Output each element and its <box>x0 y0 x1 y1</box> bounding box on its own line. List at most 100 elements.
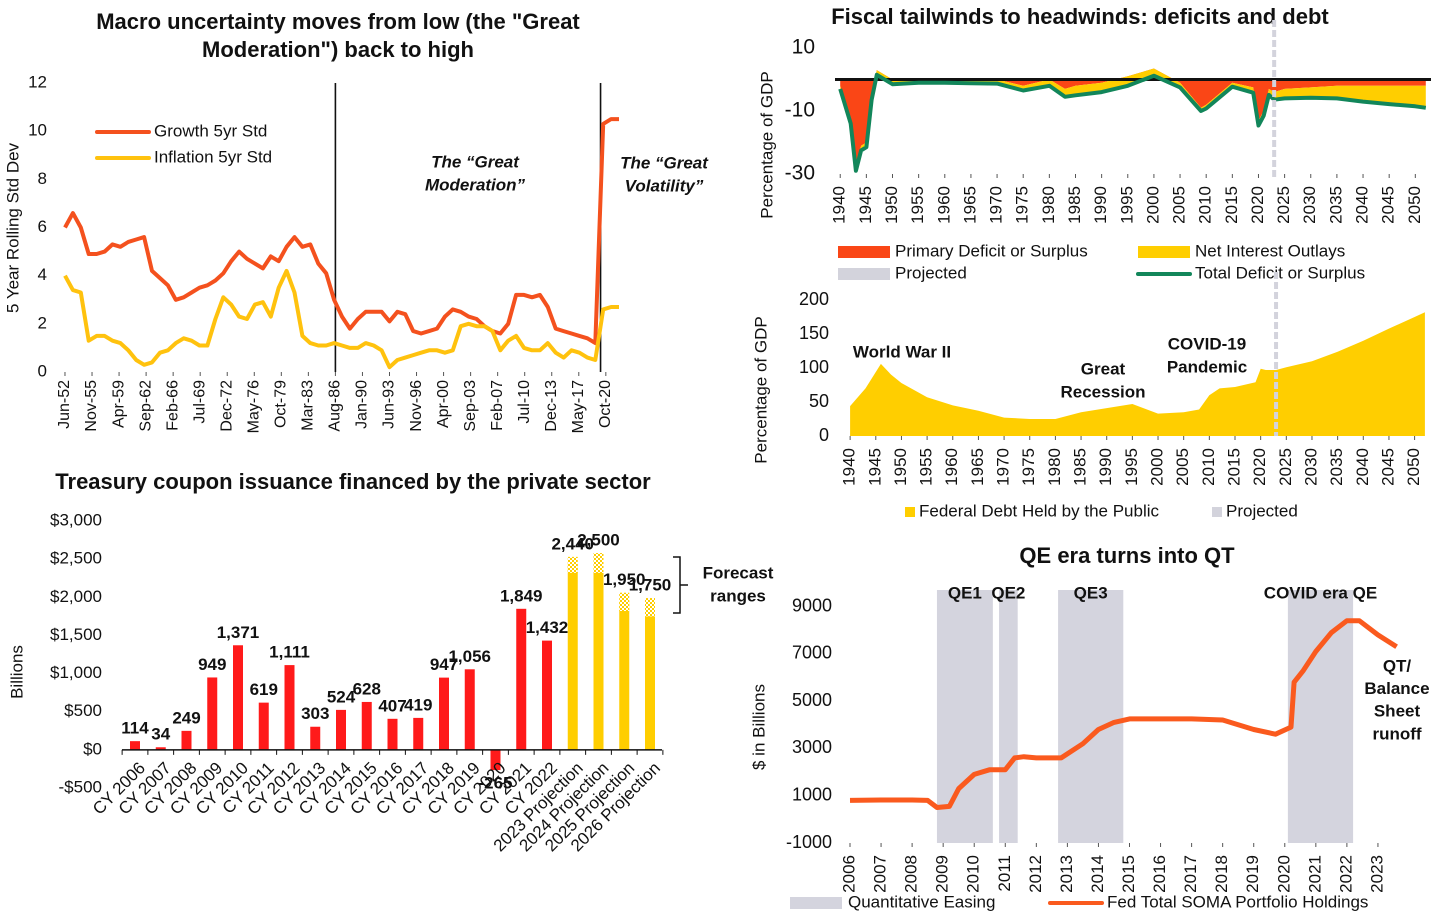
legend-label: Net Interest Outlays <box>1195 241 1345 260</box>
x-tick-label: 2010 <box>1199 448 1218 486</box>
chart-title: Fiscal tailwinds to headwinds: deficits … <box>831 4 1329 29</box>
y-tick-label: 4 <box>38 265 47 284</box>
bar <box>361 701 372 750</box>
annotation: QT/ <box>1383 656 1412 675</box>
x-tick-label: Apr-00 <box>435 380 452 428</box>
x-tick-label: Feb-07 <box>489 380 506 431</box>
x-tick-label: 2000 <box>1143 186 1162 224</box>
legend-swatch <box>1212 507 1222 517</box>
y-tick-label: 10 <box>792 36 815 59</box>
x-tick-label: 2014 <box>1088 855 1107 893</box>
value-label: 524 <box>327 687 356 706</box>
legend-label: Inflation 5yr Std <box>154 147 272 166</box>
x-tick-label: 1985 <box>1071 448 1090 486</box>
y-axis-title: 5 Year Rolling Std Dev <box>3 142 22 313</box>
y-tick-label: 100 <box>799 357 829 377</box>
x-tick-label: Oct-79 <box>273 380 290 428</box>
bar <box>464 669 475 750</box>
value-label: 419 <box>404 695 432 714</box>
value-label: 628 <box>353 679 381 698</box>
x-tick-label: 2020 <box>1250 448 1269 486</box>
x-tick-label: 2010 <box>1196 186 1215 224</box>
x-tick-label: 2007 <box>871 855 890 893</box>
x-tick-label: 2018 <box>1212 855 1231 893</box>
bar <box>310 726 321 750</box>
x-tick-label: Sep-62 <box>137 380 154 432</box>
x-tick-label: 2015 <box>1224 448 1243 486</box>
annotation: Balance <box>1364 679 1429 698</box>
y-tick-label: $2,500 <box>50 549 102 568</box>
forecast-range <box>593 553 604 573</box>
qe-band <box>999 590 1018 843</box>
x-tick-label: 2000 <box>1148 448 1167 486</box>
x-tick-label: 2030 <box>1301 448 1320 486</box>
value-label: 1,432 <box>526 618 569 637</box>
y-tick-label: 150 <box>799 323 829 343</box>
bar <box>207 677 218 750</box>
x-tick-label: Jul-69 <box>191 380 208 424</box>
y-tick-label: -30 <box>785 162 815 185</box>
annotation: Moderation” <box>425 175 526 194</box>
bar <box>567 563 578 750</box>
x-tick-label: 1955 <box>908 186 927 224</box>
annotation: The “Great <box>431 152 520 171</box>
series-line <box>63 268 619 370</box>
x-tick-label: 2015 <box>1119 855 1138 893</box>
x-tick-label: 2019 <box>1243 855 1262 893</box>
x-tick-label: 1950 <box>882 186 901 224</box>
value-label: 34 <box>151 725 170 744</box>
legend-label: Primary Deficit or Surplus <box>895 241 1088 260</box>
legend-swatch <box>905 507 915 517</box>
legend-label: Projected <box>1226 501 1298 520</box>
value-label: 303 <box>301 704 329 723</box>
value-label: 407 <box>378 696 406 715</box>
band-label: COVID era QE <box>1264 583 1377 602</box>
value-label: -265 <box>478 774 512 793</box>
y-tick-label: -1000 <box>786 832 832 852</box>
series-area <box>840 68 1426 171</box>
value-label: 2,500 <box>577 531 620 550</box>
x-tick-label: 1945 <box>856 186 875 224</box>
y-tick-label: -$500 <box>59 777 102 796</box>
series-area <box>850 312 1425 436</box>
x-tick-label: 2021 <box>1305 855 1324 893</box>
x-tick-label: 1975 <box>1013 186 1032 224</box>
annotation: Volatility” <box>625 176 704 195</box>
y-tick-label: 8 <box>38 169 47 188</box>
x-tick-label: 2025 <box>1276 448 1295 486</box>
bar <box>181 730 192 750</box>
x-tick-label: 2020 <box>1274 855 1293 893</box>
y-tick-label: $0 <box>83 739 102 758</box>
bar <box>130 741 140 750</box>
x-tick-label: Nov-55 <box>83 380 100 432</box>
x-tick-label: 2016 <box>1150 855 1169 893</box>
bar <box>258 702 269 750</box>
x-tick-label: 2006 <box>839 855 858 893</box>
y-tick-label: 12 <box>28 72 47 91</box>
x-tick-label: 2025 <box>1274 186 1293 224</box>
x-tick-label: Oct-20 <box>597 380 614 428</box>
y-tick-label: 3000 <box>792 737 832 757</box>
x-tick-label: 2008 <box>902 855 921 893</box>
value-label: 1,750 <box>629 576 672 595</box>
value-label: 619 <box>250 680 278 699</box>
x-tick-label: 1945 <box>865 448 884 486</box>
x-tick-label: 1985 <box>1065 186 1084 224</box>
annotation: Sheet <box>1374 702 1421 721</box>
x-tick-label: 1940 <box>830 186 849 224</box>
x-tick-label: 2017 <box>1181 855 1200 893</box>
legend-label: Growth 5yr Std <box>154 121 267 140</box>
y-axis-title: Percentage of GDP <box>751 316 770 463</box>
y-tick-label: 6 <box>38 217 47 236</box>
y-axis-title: $ in Billions <box>749 684 768 770</box>
value-label: 949 <box>198 655 226 674</box>
value-label: 114 <box>121 719 149 738</box>
x-tick-label: 1965 <box>960 186 979 224</box>
x-tick-label: Nov-96 <box>408 380 425 432</box>
x-tick-label: 1950 <box>891 448 910 486</box>
x-tick-label: Jun-52 <box>56 380 73 429</box>
y-axis-title: Percentage of GDP <box>757 71 776 218</box>
x-tick-label: 2045 <box>1379 186 1398 224</box>
qe-band <box>1287 590 1354 843</box>
forecast-range <box>567 556 578 573</box>
